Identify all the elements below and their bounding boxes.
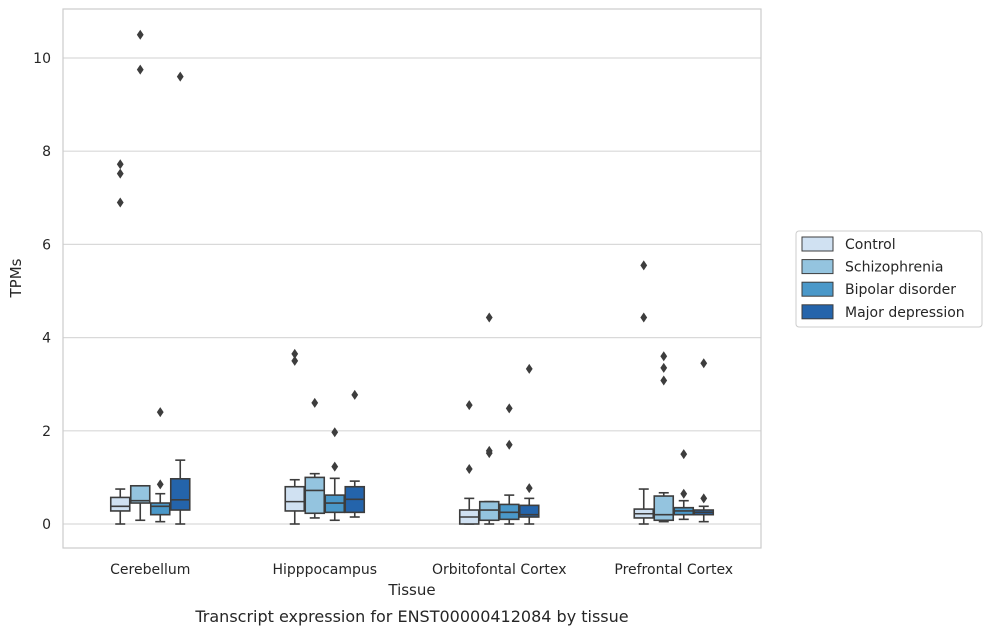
box: [478, 312, 500, 525]
box-body: [478, 500, 500, 522]
outlier-point: [660, 351, 668, 362]
outlier-point: [640, 312, 648, 323]
outlier-point: [465, 400, 473, 411]
box-body: [304, 476, 326, 515]
legend-swatch: [801, 281, 834, 297]
outlier-point: [331, 427, 339, 438]
outlier-point: [525, 363, 533, 374]
x-tick-label: Prefrontal Cortex: [614, 562, 733, 578]
box: [304, 397, 326, 519]
y-tick-label: 4: [42, 331, 51, 347]
box-body: [653, 495, 675, 522]
outlier-point: [700, 493, 708, 504]
x-tick-label: Cerebellum: [110, 562, 190, 578]
box: [653, 351, 675, 523]
outlier-point: [291, 355, 299, 366]
legend-label: Major depression: [845, 305, 965, 321]
y-tick-label: 10: [33, 51, 51, 67]
outlier-point: [660, 362, 668, 373]
box: [518, 363, 540, 525]
box: [458, 400, 480, 525]
x-tick-label: Hipppocampus: [272, 562, 377, 578]
y-tick-label: 8: [42, 144, 51, 160]
x-tick-label: Orbitofontal Cortex: [432, 562, 567, 578]
outlier-point: [176, 71, 184, 82]
box-body: [109, 496, 131, 512]
legend-label: Schizophrenia: [845, 260, 943, 276]
box: [498, 403, 520, 525]
outlier-point: [136, 64, 144, 75]
box-body: [284, 485, 306, 512]
outlier-point: [351, 389, 359, 400]
outlier-point: [156, 407, 164, 418]
box-body: [129, 484, 151, 504]
outlier-point: [465, 464, 473, 475]
outlier-point: [680, 488, 688, 499]
outlier-point: [116, 159, 124, 170]
y-tick-label: 2: [42, 424, 51, 440]
outlier-point: [156, 479, 164, 490]
box: [344, 389, 366, 518]
box: [109, 159, 131, 525]
legend-frame: [795, 230, 983, 328]
outlier-point: [700, 358, 708, 369]
box-plots: [109, 29, 715, 525]
y-axis-ticks: 0 2 4 6 8 10: [33, 51, 51, 533]
outlier-point: [331, 461, 339, 472]
y-tick-label: 6: [42, 237, 51, 253]
outlier-point: [680, 449, 688, 460]
gridlines: [63, 57, 761, 525]
y-tick-label: 0: [42, 517, 51, 533]
x-axis-ticks: Cerebellum Hipppocampus Orbitofontal Corte…: [110, 562, 733, 578]
legend: Control Schizophrenia Bipolar disorder Majo…: [795, 230, 983, 328]
box: [633, 260, 655, 525]
box-body: [149, 502, 171, 516]
outlier-point: [291, 348, 299, 359]
y-axis-title: TPMs: [7, 258, 25, 298]
outlier-point: [640, 260, 648, 271]
legend-swatch: [801, 236, 834, 252]
outlier-point: [485, 312, 493, 323]
outlier-point: [525, 483, 533, 494]
outlier-point: [136, 29, 144, 40]
plot-area-frame: [62, 8, 762, 549]
chart-caption: Transcript expression for ENST0000041208…: [194, 607, 628, 626]
outlier-point: [116, 197, 124, 208]
legend-swatch: [801, 304, 834, 320]
box: [324, 427, 346, 522]
box: [284, 348, 306, 525]
outlier-point: [311, 397, 319, 408]
box: [129, 29, 151, 522]
legend-swatch: [801, 259, 834, 275]
box: [169, 71, 191, 525]
outlier-point: [505, 403, 513, 414]
legend-label: Control: [845, 237, 896, 253]
box: [693, 358, 715, 523]
box: [149, 407, 171, 523]
box-body: [169, 477, 191, 511]
x-axis-title: Tissue: [387, 581, 435, 599]
outlier-point: [660, 375, 668, 386]
outlier-point: [505, 439, 513, 450]
box: [673, 449, 695, 521]
outlier-point: [485, 448, 493, 459]
box-body: [518, 504, 540, 518]
outlier-point: [116, 168, 124, 179]
legend-label: Bipolar disorder: [845, 282, 956, 298]
